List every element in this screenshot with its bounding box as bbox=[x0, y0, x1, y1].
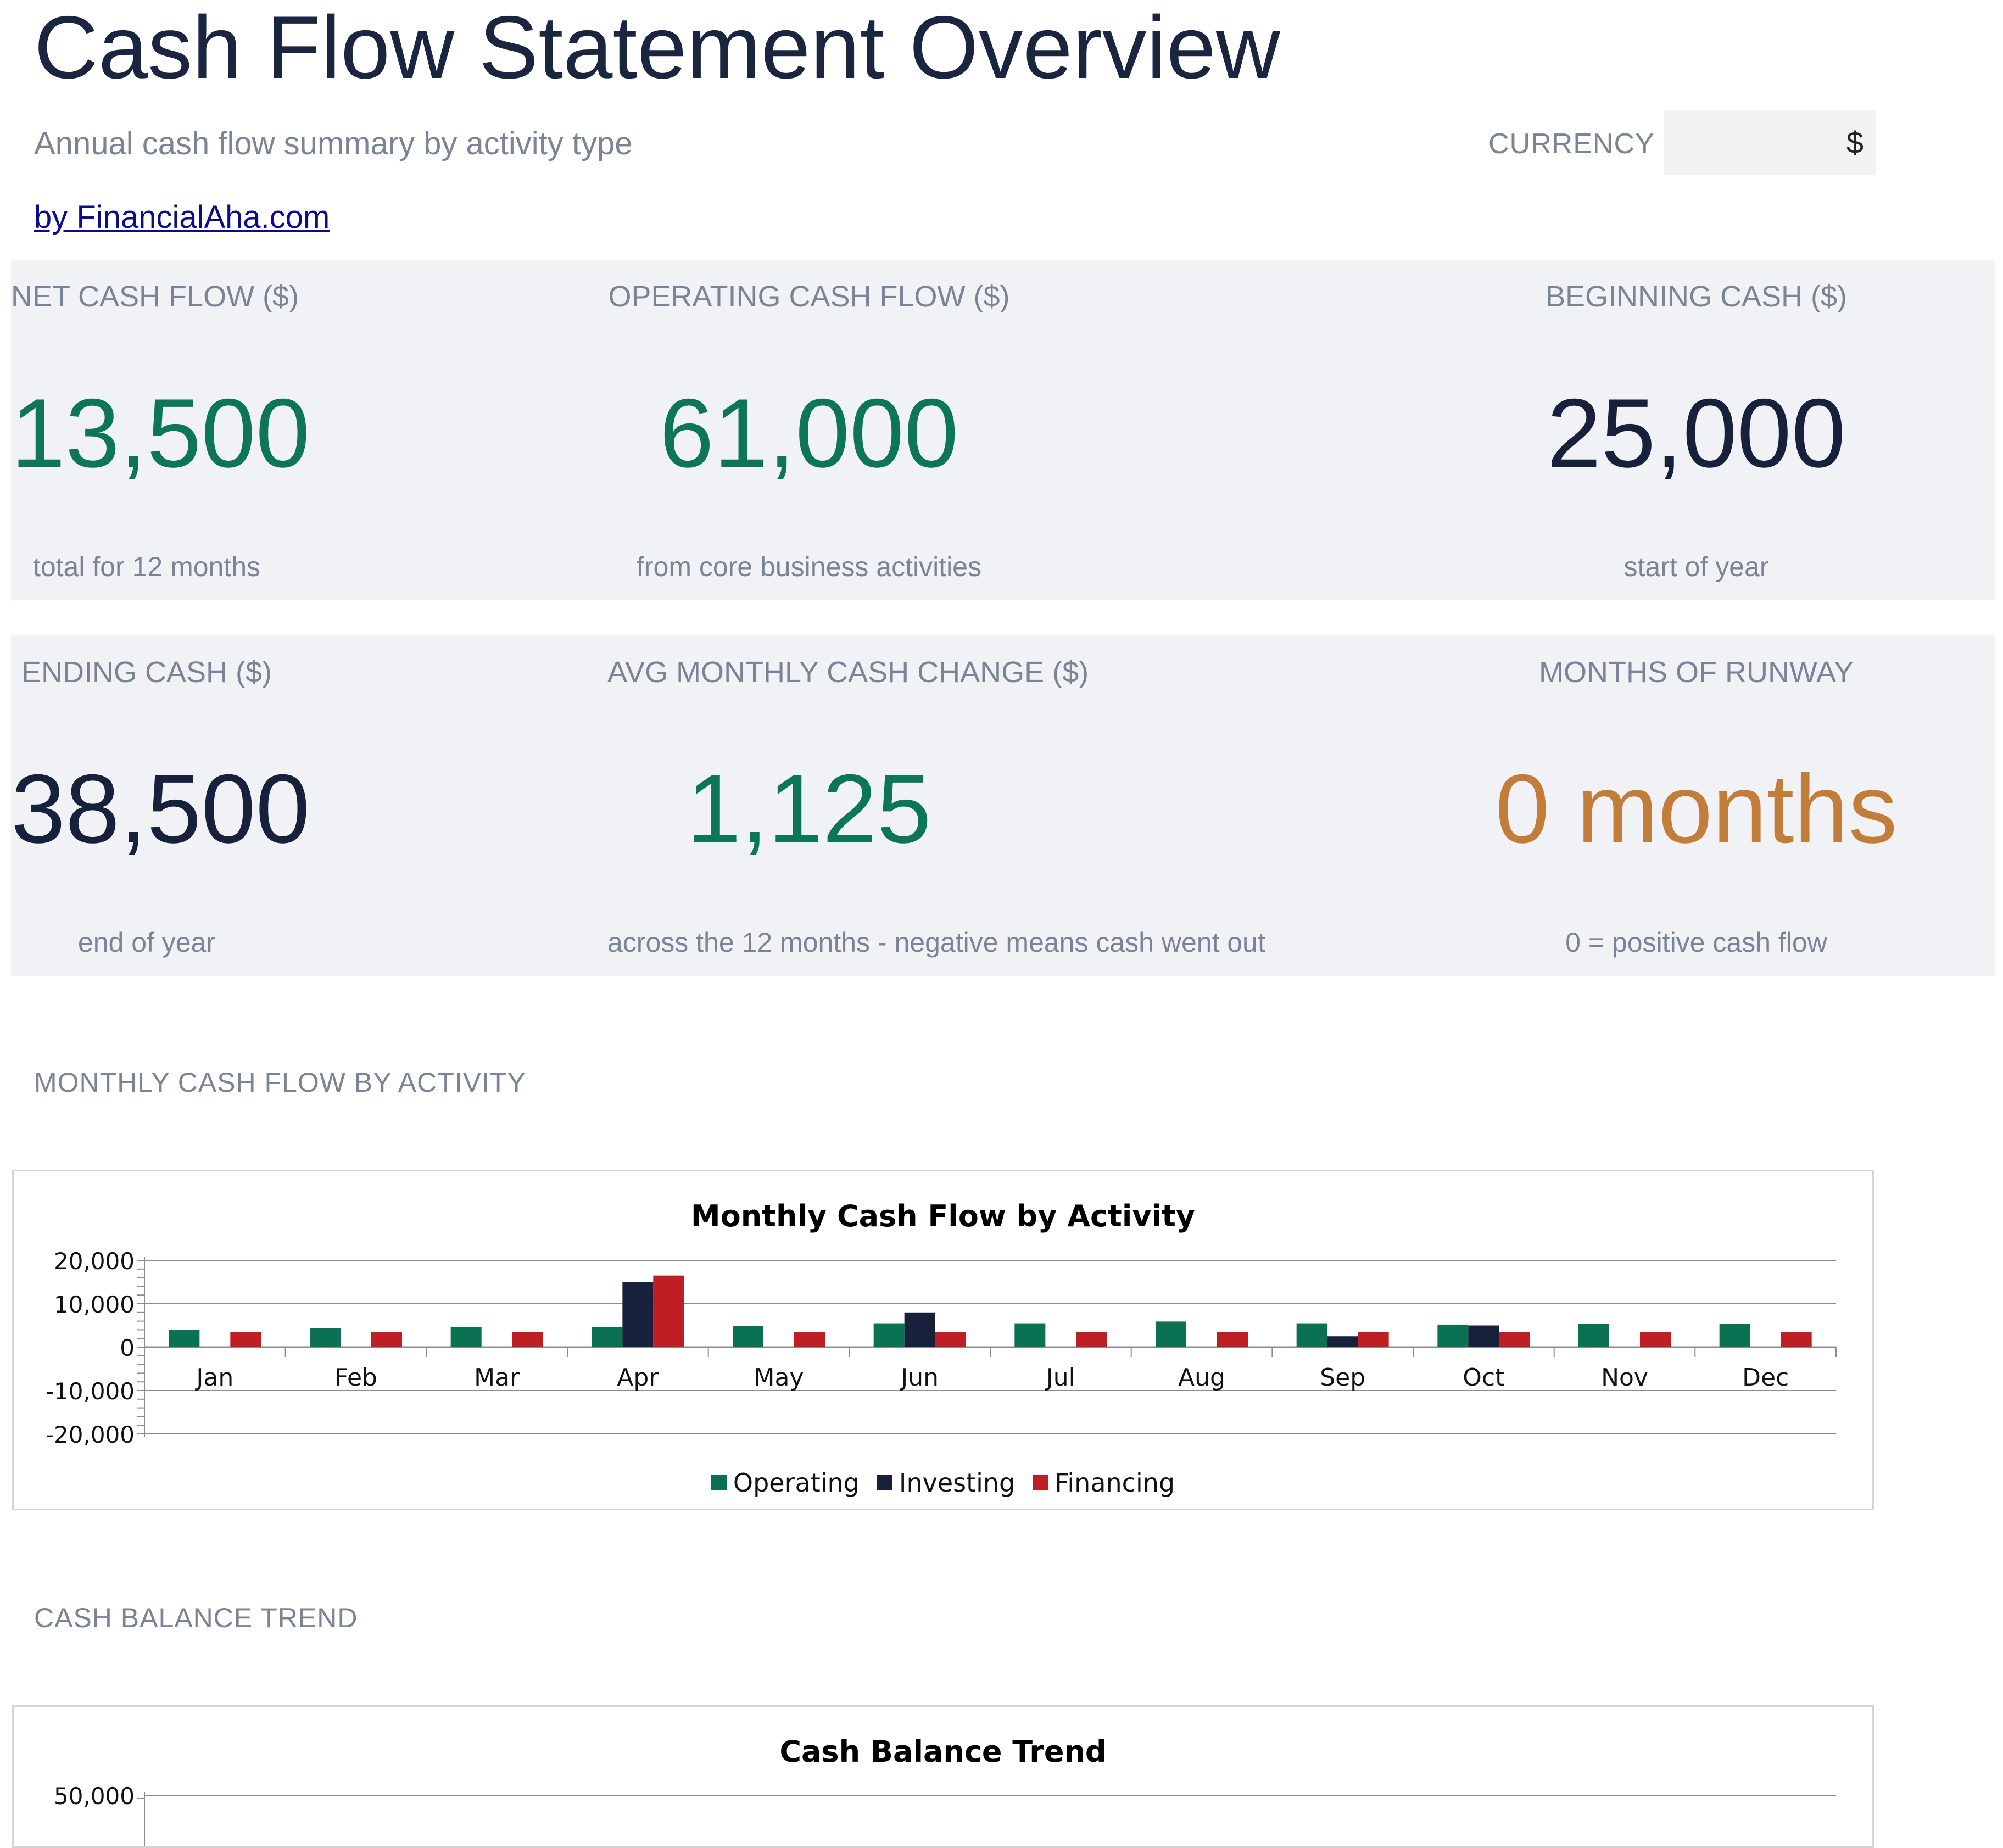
kpi-beginning-cash: BEGINNING CASH ($) 25,000 start of year bbox=[1494, 260, 1899, 600]
y-tick-label: 10,000 bbox=[54, 1291, 135, 1318]
kpi-label: ENDING CASH ($) bbox=[21, 656, 272, 689]
x-tick-label: Jan bbox=[194, 1364, 233, 1392]
kpi-operating-cash-flow: OPERATING CASH FLOW ($) 61,000 from core… bbox=[607, 260, 1011, 600]
currency-value: $ bbox=[1846, 125, 1863, 160]
bar-financing-jan bbox=[230, 1332, 261, 1347]
y-tick-label: -20,000 bbox=[46, 1421, 135, 1448]
kpi-panel-bottom: ENDING CASH ($) 38,500 end of year AVG M… bbox=[11, 635, 1995, 976]
kpi-avg-monthly-cash-change: AVG MONTHLY CASH CHANGE ($) 1,125 across… bbox=[607, 635, 1265, 976]
bar-operating-jul bbox=[1014, 1323, 1046, 1347]
cash-balance-trend-chart[interactable]: Cash Balance Trend 50,000 bbox=[12, 1705, 1874, 1848]
kpi-note: across the 12 months - negative means ca… bbox=[607, 927, 1265, 958]
bar-operating-jan bbox=[169, 1330, 200, 1347]
kpi-months-of-runway: MONTHS OF RUNWAY 0 months 0 = positive c… bbox=[1494, 635, 1899, 976]
bar-financing-feb bbox=[371, 1332, 402, 1347]
bar-financing-jun bbox=[935, 1332, 966, 1347]
x-tick-label: Dec bbox=[1742, 1364, 1789, 1392]
legend-item-financing[interactable]: Financing bbox=[1033, 1468, 1175, 1498]
x-tick-label: Sep bbox=[1320, 1364, 1365, 1392]
bar-financing-jul bbox=[1076, 1332, 1107, 1347]
y-tick-label: 0 bbox=[120, 1335, 135, 1361]
bar-investing-jun bbox=[904, 1312, 935, 1347]
section-heading-monthly: MONTHLY CASH FLOW BY ACTIVITY bbox=[34, 1067, 526, 1098]
kpi-value: 1,125 bbox=[687, 754, 931, 863]
kpi-label: AVG MONTHLY CASH CHANGE ($) bbox=[607, 656, 1089, 689]
bar-financing-may bbox=[794, 1332, 825, 1347]
y-tick-label: -10,000 bbox=[46, 1378, 135, 1405]
kpi-note: 0 = positive cash flow bbox=[1565, 927, 1827, 958]
x-tick-label: Nov bbox=[1601, 1364, 1648, 1392]
kpi-label: MONTHS OF RUNWAY bbox=[1539, 656, 1854, 689]
bar-operating-sep bbox=[1296, 1323, 1327, 1347]
kpi-value: 13,500 bbox=[11, 378, 310, 488]
kpi-value: 0 months bbox=[1495, 754, 1898, 863]
y-tick-label: 50,000 bbox=[54, 1783, 135, 1810]
currency-input[interactable]: $ bbox=[1664, 110, 1876, 175]
kpi-label: NET CASH FLOW ($) bbox=[11, 280, 299, 313]
bar-operating-mar bbox=[450, 1327, 482, 1347]
bar-financing-sep bbox=[1358, 1332, 1389, 1347]
bar-operating-dec bbox=[1719, 1324, 1750, 1347]
bar-investing-oct bbox=[1468, 1325, 1499, 1347]
currency-label: CURRENCY bbox=[1488, 128, 1655, 160]
y-tick-label: 20,000 bbox=[54, 1248, 135, 1275]
legend-label: Operating bbox=[733, 1468, 860, 1498]
bar-financing-nov bbox=[1640, 1332, 1671, 1347]
byline-link[interactable]: by FinancialAha.com bbox=[34, 199, 330, 235]
x-tick-label: Mar bbox=[474, 1364, 520, 1392]
kpi-label: BEGINNING CASH ($) bbox=[1545, 280, 1848, 313]
legend-swatch bbox=[877, 1475, 892, 1490]
chart-title: Cash Balance Trend bbox=[779, 1734, 1107, 1769]
legend-swatch bbox=[1033, 1475, 1048, 1490]
legend-label: Investing bbox=[899, 1468, 1016, 1498]
kpi-note: end of year bbox=[77, 927, 216, 958]
page-subtitle: Annual cash flow summary by activity typ… bbox=[34, 126, 633, 161]
kpi-value: 61,000 bbox=[659, 378, 959, 488]
kpi-ending-cash: ENDING CASH ($) 38,500 end of year bbox=[11, 635, 310, 976]
bar-investing-sep bbox=[1327, 1336, 1358, 1347]
x-tick-label: Oct bbox=[1463, 1364, 1504, 1392]
kpi-value: 38,500 bbox=[11, 754, 310, 863]
chart-legend: Operating Investing Financing bbox=[14, 1468, 1872, 1498]
line-chart-plot: 50,000 bbox=[54, 1783, 1836, 1846]
legend-label: Financing bbox=[1054, 1468, 1175, 1498]
kpi-note: from core business activities bbox=[636, 551, 981, 582]
bar-financing-mar bbox=[512, 1332, 543, 1347]
bar-chart-plot: 20,000 10,000 0 -10,000 -20,000 Jan Feb Mar Apr M… bbox=[46, 1248, 1837, 1448]
monthly-cash-flow-chart[interactable]: Monthly Cash Flow by Activity 20,000 10,0… bbox=[12, 1170, 1874, 1510]
x-tick-label: Feb bbox=[334, 1364, 377, 1392]
kpi-panel-top: NET CASH FLOW ($) 13,500 total for 12 mo… bbox=[11, 260, 1995, 600]
x-tick-label: Jun bbox=[899, 1364, 939, 1392]
bar-financing-oct bbox=[1499, 1332, 1530, 1347]
legend-item-operating[interactable]: Operating bbox=[711, 1468, 860, 1498]
kpi-note: start of year bbox=[1623, 551, 1769, 582]
section-heading-balance: CASH BALANCE TREND bbox=[34, 1603, 358, 1633]
bar-operating-may bbox=[733, 1326, 763, 1347]
kpi-note: total for 12 months bbox=[32, 551, 261, 582]
page-title: Cash Flow Statement Overview bbox=[34, 0, 1280, 97]
bar-financing-aug bbox=[1217, 1332, 1248, 1347]
chart-title: Monthly Cash Flow by Activity bbox=[690, 1199, 1196, 1233]
bar-operating-apr bbox=[592, 1327, 623, 1347]
kpi-net-cash-flow: NET CASH FLOW ($) 13,500 total for 12 mo… bbox=[11, 260, 310, 600]
x-tick-label: May bbox=[754, 1364, 804, 1392]
bar-operating-nov bbox=[1578, 1324, 1609, 1347]
kpi-label: OPERATING CASH FLOW ($) bbox=[608, 280, 1010, 313]
bar-operating-oct bbox=[1437, 1324, 1469, 1347]
legend-item-investing[interactable]: Investing bbox=[877, 1468, 1015, 1498]
legend-swatch bbox=[711, 1475, 727, 1490]
bar-investing-apr bbox=[622, 1282, 654, 1347]
bar-operating-feb bbox=[310, 1328, 341, 1347]
bar-financing-dec bbox=[1781, 1332, 1812, 1347]
x-tick-label: Aug bbox=[1178, 1364, 1225, 1392]
x-tick-label: Jul bbox=[1045, 1364, 1075, 1392]
bar-operating-aug bbox=[1156, 1321, 1186, 1347]
kpi-value: 25,000 bbox=[1547, 378, 1846, 488]
bar-operating-jun bbox=[873, 1323, 905, 1347]
bar-financing-apr bbox=[653, 1275, 684, 1347]
x-tick-label: Apr bbox=[617, 1364, 659, 1392]
